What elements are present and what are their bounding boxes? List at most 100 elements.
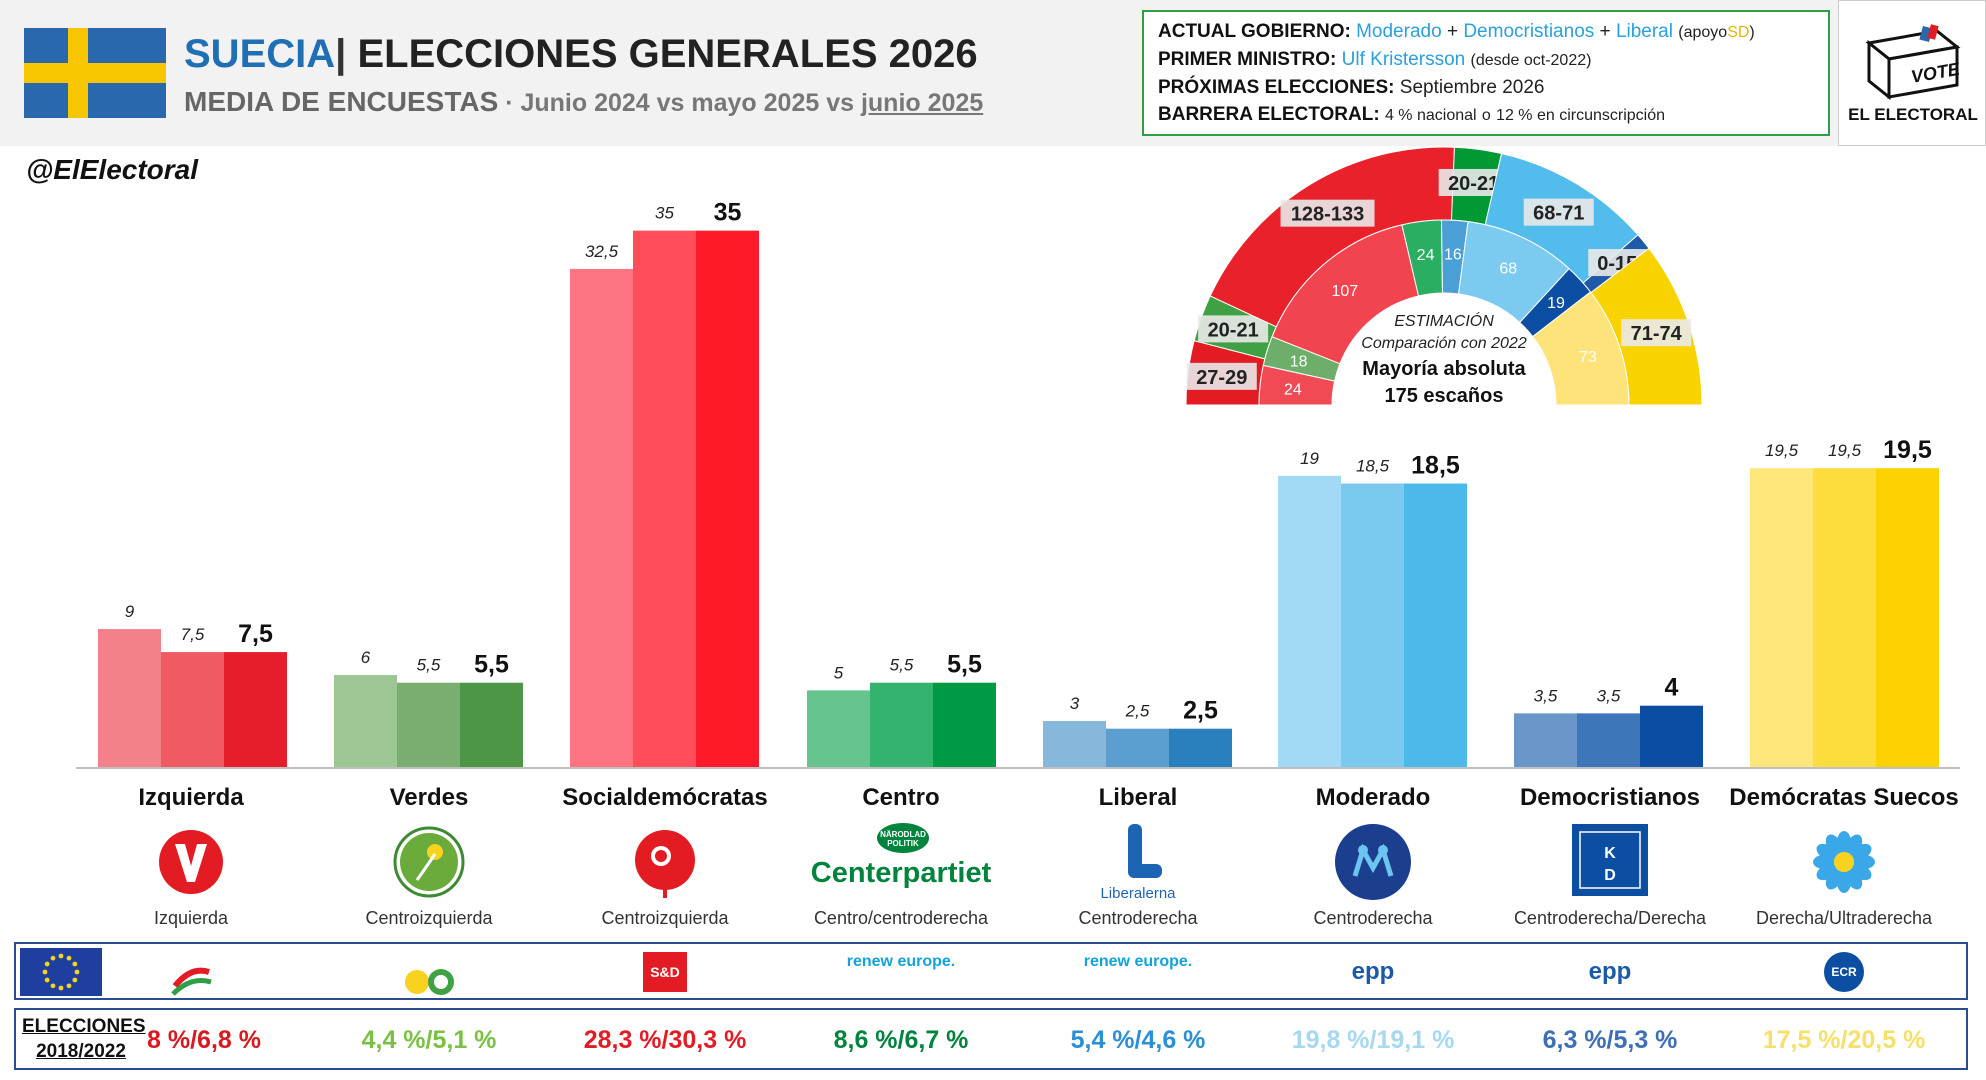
bar-label-socialdemocratas-2: 35 — [714, 199, 742, 227]
hemicycle-comparison: Comparación con 2022 — [1361, 335, 1527, 352]
elections-row — [14, 1008, 1968, 1070]
left-group-logo-icon — [171, 967, 212, 996]
outer-label-bg-2 — [1280, 199, 1375, 227]
outer-label-bg-1 — [1198, 315, 1269, 343]
bar-socialdemocratas-1 — [633, 230, 696, 767]
bar-label-democratas-suecos-0: 19,5 — [1765, 441, 1799, 460]
bar-liberal-0 — [1043, 721, 1106, 767]
bar-label-liberal-1: 2,5 — [1125, 702, 1150, 721]
party-name-democristianos: Democristianos — [1519, 784, 1701, 811]
subtitle-current: junio 2025 — [860, 89, 984, 117]
el-electoral-logo: VOTE EL ELECTORAL — [1838, 0, 1986, 146]
centerpartiet-badge-1: NÄRODLAD — [880, 830, 926, 839]
sd-flower-logo-icon — [1813, 831, 1875, 893]
gov-support-post: ) — [1749, 24, 1755, 41]
party-name-verdes: Verdes — [389, 784, 469, 811]
ideology-centro: Centro/centroderecha — [813, 908, 989, 928]
bar-label-democristianos-0: 3,5 — [1534, 686, 1558, 705]
ideology-izquierda: Izquierda — [153, 908, 229, 928]
outer-label-bg-0 — [1186, 362, 1257, 390]
eu-star — [66, 955, 72, 961]
info-gov: ACTUAL GOBIERNO: Moderado + Democristian… — [1158, 18, 1814, 46]
bar-label-verdes-2: 5,5 — [474, 651, 509, 679]
bar-label-centro-2: 5,5 — [947, 651, 982, 679]
bar-verdes-1 — [397, 682, 460, 767]
bar-izquierda-2 — [224, 652, 287, 767]
v-logo-icon — [159, 830, 223, 894]
bar-izquierda-1 — [161, 652, 224, 767]
centerpartiet-text: Centerpartiet — [811, 857, 991, 889]
gov-party-2: Democristianos — [1463, 21, 1595, 42]
outer-label-bg-6 — [1621, 319, 1692, 347]
page-subtitle: MEDIA DE ENCUESTAS · Junio 2024 vs mayo … — [184, 86, 983, 118]
eu-star — [72, 961, 78, 967]
eu-star — [74, 969, 80, 975]
bar-moderado-0 — [1278, 475, 1341, 767]
inner-label-2: 107 — [1331, 283, 1358, 300]
ideology-verdes: Centroizquierda — [365, 908, 493, 928]
gov-party-3: Liberal — [1615, 21, 1673, 42]
election-result-centro: 8,6 %/6,7 % — [833, 1026, 969, 1054]
ecr-text: ECR — [1824, 952, 1864, 992]
bar-centro-0 — [807, 690, 870, 767]
kd-logo-icon: K D — [1572, 824, 1648, 896]
bar-verdes-2 — [460, 682, 523, 767]
party-name-liberal: Liberal — [1098, 784, 1178, 811]
outer-label-6: 71-74 — [1631, 323, 1683, 345]
bar-label-democratas-suecos-1: 19,5 — [1828, 441, 1862, 460]
bar-label-socialdemocratas-1: 35 — [655, 204, 674, 223]
title-country: SUECIA — [184, 32, 336, 76]
inner-label-5: 68 — [1499, 260, 1517, 277]
plus-1: + — [1446, 21, 1459, 42]
pm-label: PRIMER MINISTRO: — [1158, 49, 1337, 70]
eu-star — [44, 977, 50, 983]
outer-label-2: 128-133 — [1291, 204, 1364, 226]
bar-democratas-suecos-2 — [1876, 468, 1939, 767]
rose-logo-icon — [635, 830, 695, 898]
barrier-mid: o — [1481, 107, 1491, 124]
bar-democratas-suecos-1 — [1813, 468, 1876, 767]
bar-label-democratas-suecos-2: 19,5 — [1883, 436, 1932, 464]
renew-europe-logo-2: renew europe. — [1083, 953, 1193, 970]
bar-socialdemocratas-0 — [570, 268, 633, 767]
bar-democristianos-0 — [1514, 713, 1577, 767]
info-next: PRÓXIMAS ELECCIONES: Septiembre 2026 — [1158, 74, 1814, 101]
hemicycle-title: ESTIMACIÓN — [1394, 311, 1494, 330]
next-value: Septiembre 2026 — [1399, 77, 1545, 98]
bar-label-izquierda-1: 7,5 — [181, 625, 205, 644]
bar-label-socialdemocratas-0: 32,5 — [585, 242, 619, 261]
kd-letter-d: D — [1604, 867, 1616, 884]
election-result-democristianos: 6,3 %/5,3 % — [1542, 1026, 1678, 1054]
eu-flag-icon — [20, 948, 102, 996]
outer-label-0: 27-29 — [1196, 367, 1247, 389]
inner-label-4: 16 — [1444, 246, 1462, 263]
eu-star — [50, 955, 56, 961]
subtitle-dates: · Junio 2024 vs mayo 2025 vs — [498, 89, 861, 117]
liberalerna-text: Liberalerna — [1100, 885, 1176, 902]
info-pm: PRIMER MINISTRO: Ulf Kristersson (desde … — [1158, 46, 1814, 74]
eu-star — [72, 977, 78, 983]
eu-star — [50, 983, 56, 989]
pm-name: Ulf Kristersson — [1341, 49, 1466, 70]
ballot-box-icon: VOTE — [1865, 24, 1962, 101]
bar-label-verdes-1: 5,5 — [417, 656, 441, 675]
hemicycle-seats: 175 escaños — [1385, 385, 1504, 407]
hemicycle: 27-2920-21128-13320-2168-710-1571-742418… — [1185, 146, 1703, 406]
bar-moderado-2 — [1404, 483, 1467, 767]
epp-logo-2: epp — [1588, 958, 1632, 985]
bar-verdes-0 — [334, 675, 397, 767]
plus-2: + — [1599, 21, 1611, 42]
hemicycle-majority: Mayoría absoluta — [1362, 358, 1526, 380]
moderaterna-logo-icon — [1335, 824, 1411, 900]
bar-label-verdes-0: 6 — [361, 648, 371, 667]
dandelion-logo-icon — [393, 826, 465, 898]
renew-europe-logo: renew europe. — [846, 953, 956, 970]
bar-label-centro-1: 5,5 — [890, 656, 914, 675]
bar-izquierda-0 — [98, 629, 161, 767]
election-result-socialdemocratas: 28,3 %/30,3 % — [583, 1026, 747, 1054]
election-result-liberal: 5,4 %/4,6 % — [1070, 1026, 1206, 1054]
bars-group: 97,5 7,56 5,5 5,532,535 355 5,5 5,53 2,5 2,519 18… — [98, 199, 1939, 767]
election-result-verdes: 4,4 %/5,1 % — [361, 1026, 497, 1054]
sd-group-text: S&D — [643, 952, 687, 992]
